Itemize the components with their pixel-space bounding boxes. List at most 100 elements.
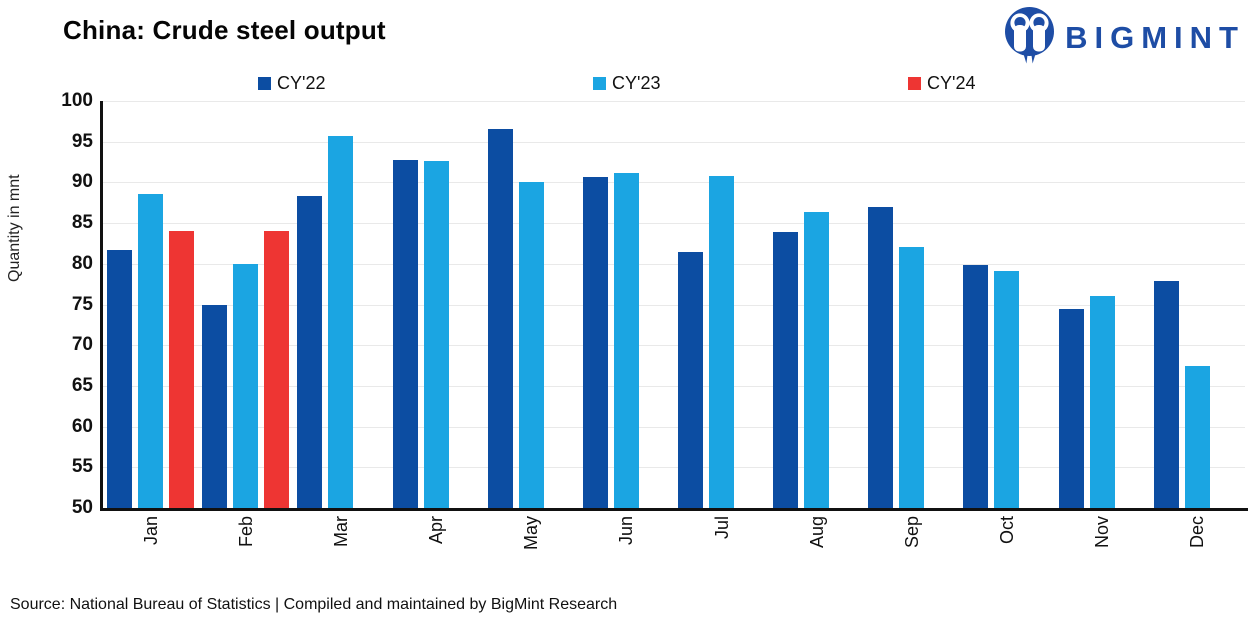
bar-group-dec: [1150, 101, 1245, 508]
bar-cy22-apr: [392, 159, 418, 508]
x-tick-label-apr: Apr: [426, 516, 447, 545]
x-tick-label-sep: Sep: [901, 516, 922, 549]
y-tick-label-100: 100: [61, 90, 93, 111]
bar-group-feb: [198, 101, 293, 508]
y-tick-label-90: 90: [71, 171, 93, 193]
x-tick-label-mar: Mar: [330, 516, 351, 547]
legend-item-cy22: CY'22: [258, 73, 325, 94]
plot-area: Jan Feb Mar Apr May Jun Jul Aug Sep Oct Nov Dec 100…: [61, 91, 1248, 550]
bar-cy22-feb: [202, 304, 228, 508]
x-label-cell: Aug: [769, 516, 864, 578]
bar-cy24-jan: [169, 231, 195, 508]
bar-cy23-mar: [328, 136, 354, 508]
bar-cy23-nov: [1089, 295, 1115, 508]
bigmint-logo-wordmark: BIGMINT: [1065, 20, 1245, 55]
gridline-90: [103, 182, 1245, 184]
bar-group-oct: [959, 101, 1054, 508]
gridline-75: [103, 304, 1245, 306]
bar-cy22-jan: [107, 250, 133, 508]
bar-group-mar: [293, 101, 388, 508]
bar-cy22-jul: [678, 252, 704, 508]
bar-group-jan: [103, 101, 198, 508]
legend-item-cy24: CY'24: [908, 73, 975, 94]
gridline-60: [103, 426, 1245, 428]
source-note: Source: National Bureau of Statistics | …: [10, 596, 618, 613]
bar-cy22-oct: [963, 265, 989, 508]
x-label-cell: Jun: [579, 516, 674, 578]
x-axis-labels: Jan Feb Mar Apr May Jun Jul Aug Sep Oct Nov Dec: [103, 516, 1245, 578]
bar-cy22-mar: [297, 196, 323, 508]
bar-cy23-jul: [709, 175, 735, 508]
x-tick-label-aug: Aug: [806, 516, 827, 549]
gridline-100: [103, 101, 1245, 102]
bar-cy23-apr: [423, 161, 449, 508]
bar-cy23-oct: [994, 271, 1020, 508]
legend-label: CY'23: [612, 73, 661, 93]
bar-cy23-jun: [613, 173, 639, 508]
x-label-cell: Dec: [1150, 516, 1245, 578]
bar-group-apr: [388, 101, 483, 508]
bar-cy22-may: [487, 128, 513, 508]
x-tick-label-jul: Jul: [711, 516, 732, 540]
bar-group-sep: [864, 101, 959, 508]
bars-layer: [103, 101, 1245, 508]
gridline-65: [103, 385, 1245, 387]
x-label-cell: Apr: [388, 516, 483, 578]
gridline-95: [103, 141, 1245, 143]
x-label-cell: May: [484, 516, 579, 578]
bigmint-logo-icon: [1003, 6, 1056, 70]
x-tick-label-dec: Dec: [1187, 516, 1208, 549]
bar-cy22-dec: [1153, 280, 1179, 508]
x-label-cell: Jan: [103, 516, 198, 578]
gridline-55: [103, 467, 1245, 469]
x-label-cell: Jul: [674, 516, 769, 578]
x-label-cell: Nov: [1055, 516, 1150, 578]
y-tick-label-85: 85: [71, 212, 93, 234]
legend-item-cy23: CY'23: [593, 73, 660, 94]
y-tick-label-80: 80: [71, 252, 93, 274]
bar-group-may: [484, 101, 579, 508]
y-axis-line: [100, 101, 103, 511]
x-axis-line: [100, 508, 1248, 511]
x-tick-label-may: May: [521, 516, 542, 551]
legend-swatch-icon: [593, 77, 606, 90]
gridline-85: [103, 223, 1245, 225]
bar-cy23-aug: [804, 211, 830, 508]
x-label-cell: Sep: [864, 516, 959, 578]
y-tick-label-60: 60: [71, 415, 93, 437]
gridline-70: [103, 345, 1245, 347]
bar-cy22-sep: [868, 206, 894, 508]
bar-cy24-feb: [264, 231, 290, 508]
x-tick-label-nov: Nov: [1092, 516, 1113, 549]
bar-cy22-aug: [773, 232, 799, 508]
y-tick-label-75: 75: [71, 293, 93, 315]
legend-swatch-icon: [258, 77, 271, 90]
gridline-80: [103, 263, 1245, 265]
bar-cy23-jan: [138, 193, 164, 508]
bar-group-jul: [674, 101, 769, 508]
bar-cy23-sep: [899, 246, 925, 508]
bar-group-jun: [579, 101, 674, 508]
x-tick-label-feb: Feb: [235, 516, 256, 548]
y-tick-label-95: 95: [71, 130, 93, 152]
bar-group-aug: [769, 101, 864, 508]
x-tick-label-jan: Jan: [140, 516, 161, 546]
legend-label: CY'24: [927, 73, 976, 93]
legend-label: CY'22: [277, 73, 326, 93]
y-tick-label-50: 50: [71, 497, 93, 518]
y-tick-label-55: 55: [71, 456, 93, 478]
bar-cy22-nov: [1058, 308, 1084, 508]
bar-group-nov: [1055, 101, 1150, 508]
x-tick-label-oct: Oct: [996, 516, 1017, 545]
x-label-cell: Oct: [959, 516, 1054, 578]
chart-legend: CY'22 CY'23 CY'24: [0, 73, 1257, 97]
x-label-cell: Mar: [293, 516, 388, 578]
bar-cy23-feb: [233, 263, 259, 508]
legend-swatch-icon: [908, 77, 921, 90]
y-tick-label-70: 70: [71, 334, 93, 356]
bar-cy23-dec: [1184, 366, 1210, 508]
bigmint-logo: BIGMINT: [1003, 6, 1245, 70]
bar-cy22-jun: [582, 176, 608, 508]
x-tick-label-jun: Jun: [616, 516, 637, 546]
